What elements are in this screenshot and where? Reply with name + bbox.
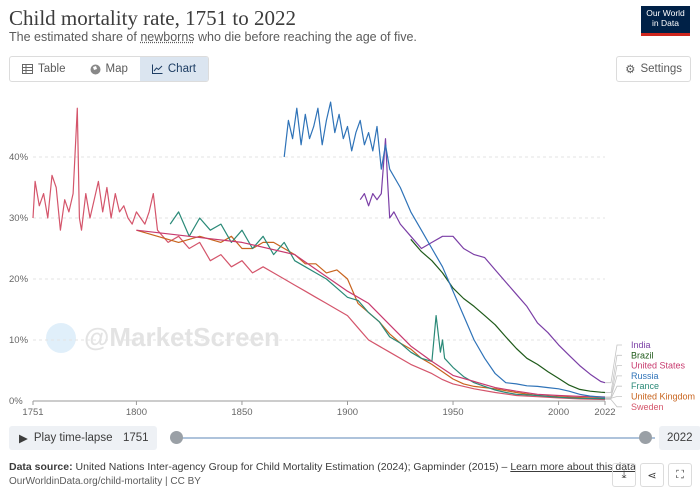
chart-subtitle: The estimated share of newborns who die … — [9, 30, 417, 44]
series-line-india — [359, 138, 606, 384]
series-line-united-states — [136, 229, 606, 398]
y-tick-label: 20% — [9, 274, 29, 285]
watermark: @MarketScreen — [46, 322, 280, 353]
fullscreen-button[interactable]: ⛶ — [668, 463, 692, 487]
series-line-france — [169, 211, 606, 400]
legend-connector — [605, 344, 622, 384]
series-line-united-kingdom — [136, 229, 606, 399]
timeline-track[interactable] — [177, 437, 655, 439]
y-tick-label: 10% — [9, 335, 29, 346]
x-tick-label: 2022 — [594, 407, 615, 418]
x-axis: 1751 1800 1850 1900 1950 2000 2022 — [22, 401, 616, 418]
fullscreen-icon: ⛶ — [676, 468, 684, 481]
legend-label-france: France — [631, 381, 659, 391]
tab-chart[interactable]: Chart — [139, 57, 208, 81]
settings-label: Settings — [640, 63, 682, 75]
tab-map[interactable]: Map — [78, 57, 140, 81]
owid-logo[interactable]: Our World in Data — [641, 6, 690, 36]
series-lines — [32, 101, 606, 401]
logo-line2: in Data — [652, 18, 679, 28]
end-year[interactable]: 2022 — [659, 426, 700, 450]
legend-label-sweden: Sweden — [631, 402, 664, 412]
legend-label-brazil: Brazil — [631, 350, 654, 360]
subtitle-pre: The estimated share of — [9, 30, 141, 44]
chart-title: Child mortality rate, 1751 to 2022 — [9, 6, 296, 30]
series-line-russia — [283, 101, 606, 398]
tab-map-label: Map — [105, 63, 128, 75]
play-label: Play time-lapse — [33, 432, 113, 444]
download-button[interactable]: ⤓ — [612, 463, 636, 487]
x-tick-label: 2000 — [548, 407, 569, 418]
learn-more-link[interactable]: Learn more about this data — [510, 461, 636, 473]
y-tick-label: 0% — [9, 396, 23, 407]
table-icon — [22, 64, 33, 74]
legend-connector — [605, 354, 622, 393]
x-tick-label: 1800 — [126, 407, 147, 418]
end-handle[interactable] — [639, 431, 652, 444]
subtitle-post: who die before reaching the age of five. — [194, 30, 417, 44]
source-url[interactable]: OurWorldinData.org/child-mortality | CC … — [9, 476, 201, 487]
data-source: Data source: United Nations Inter-agency… — [9, 461, 636, 473]
logo-line1: Our World — [646, 8, 685, 18]
gear-icon: ⚙ — [625, 64, 636, 76]
series-line-sweden — [32, 107, 606, 401]
tab-chart-label: Chart — [167, 63, 196, 75]
share-button[interactable]: ⋖ — [640, 463, 664, 487]
source-text: United Nations Inter-agency Group for Ch… — [72, 461, 511, 473]
legend-connector — [605, 399, 622, 408]
legend-label-russia: Russia — [631, 371, 659, 381]
share-icon: ⋖ — [647, 469, 657, 482]
legend-label-united-states: United States — [631, 361, 686, 371]
legend-label-united-kingdom: United Kingdom — [631, 392, 695, 402]
legend-label-india: India — [631, 340, 651, 350]
x-tick-label: 1850 — [231, 407, 252, 418]
grid — [33, 156, 605, 402]
series-line-brazil — [410, 238, 606, 394]
line-chart-icon — [151, 64, 163, 74]
legend-connector — [605, 396, 622, 399]
play-icon: ▶ — [19, 433, 28, 445]
x-tick-label: 1751 — [22, 407, 43, 418]
watermark-text: @MarketScreen — [84, 322, 280, 352]
start-year[interactable]: 1751 — [115, 426, 157, 450]
y-tick-label: 40% — [9, 152, 29, 163]
tab-table[interactable]: Table — [10, 57, 78, 81]
play-timelapse-button[interactable]: ▶ Play time-lapse — [9, 426, 123, 450]
source-label: Data source: — [9, 461, 73, 473]
x-tick-label: 1900 — [337, 407, 358, 418]
y-tick-label: 30% — [9, 213, 29, 224]
view-tabs: Table Map Chart — [9, 56, 209, 82]
watermark-icon — [46, 322, 76, 353]
tab-table-label: Table — [38, 63, 66, 75]
start-handle[interactable] — [170, 431, 183, 444]
x-tick-label: 1950 — [442, 407, 463, 418]
newborns-link[interactable]: newborns — [140, 30, 195, 44]
timeline: ▶ Play time-lapse 1751 2022 — [9, 426, 700, 450]
legend-connector — [605, 375, 622, 398]
settings-button[interactable]: ⚙ Settings — [616, 56, 691, 82]
globe-icon — [90, 64, 100, 74]
download-icon: ⤓ — [621, 468, 627, 481]
y-axis: 0% 10% 20% 30% 40% — [9, 152, 29, 407]
